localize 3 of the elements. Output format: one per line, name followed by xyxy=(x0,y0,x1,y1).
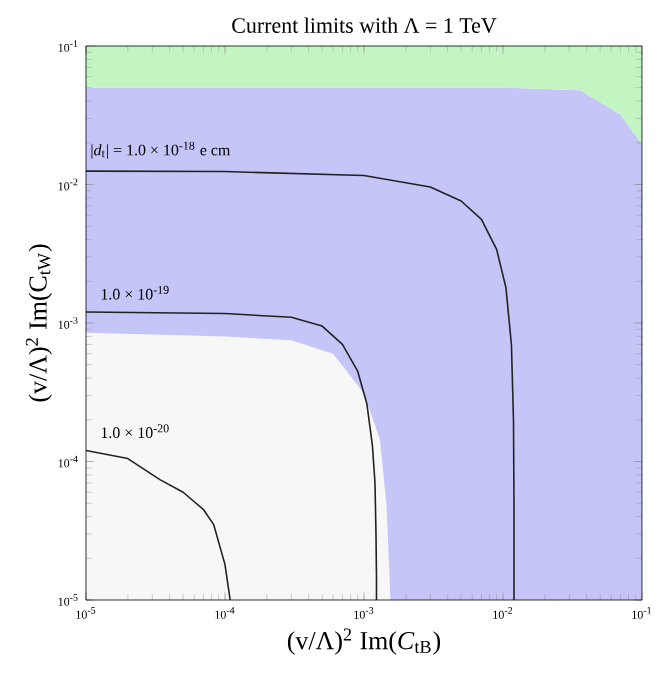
y-axis-title: (v/Λ)$^{2}$ Im(C$_{tW}$) xyxy=(26,244,53,402)
chart-title: Current limits with Λ = 1 TeV xyxy=(232,17,497,34)
x-axis-title: (v/Λ)$^{2}$ Im(C$_{tB}$) xyxy=(288,628,441,655)
